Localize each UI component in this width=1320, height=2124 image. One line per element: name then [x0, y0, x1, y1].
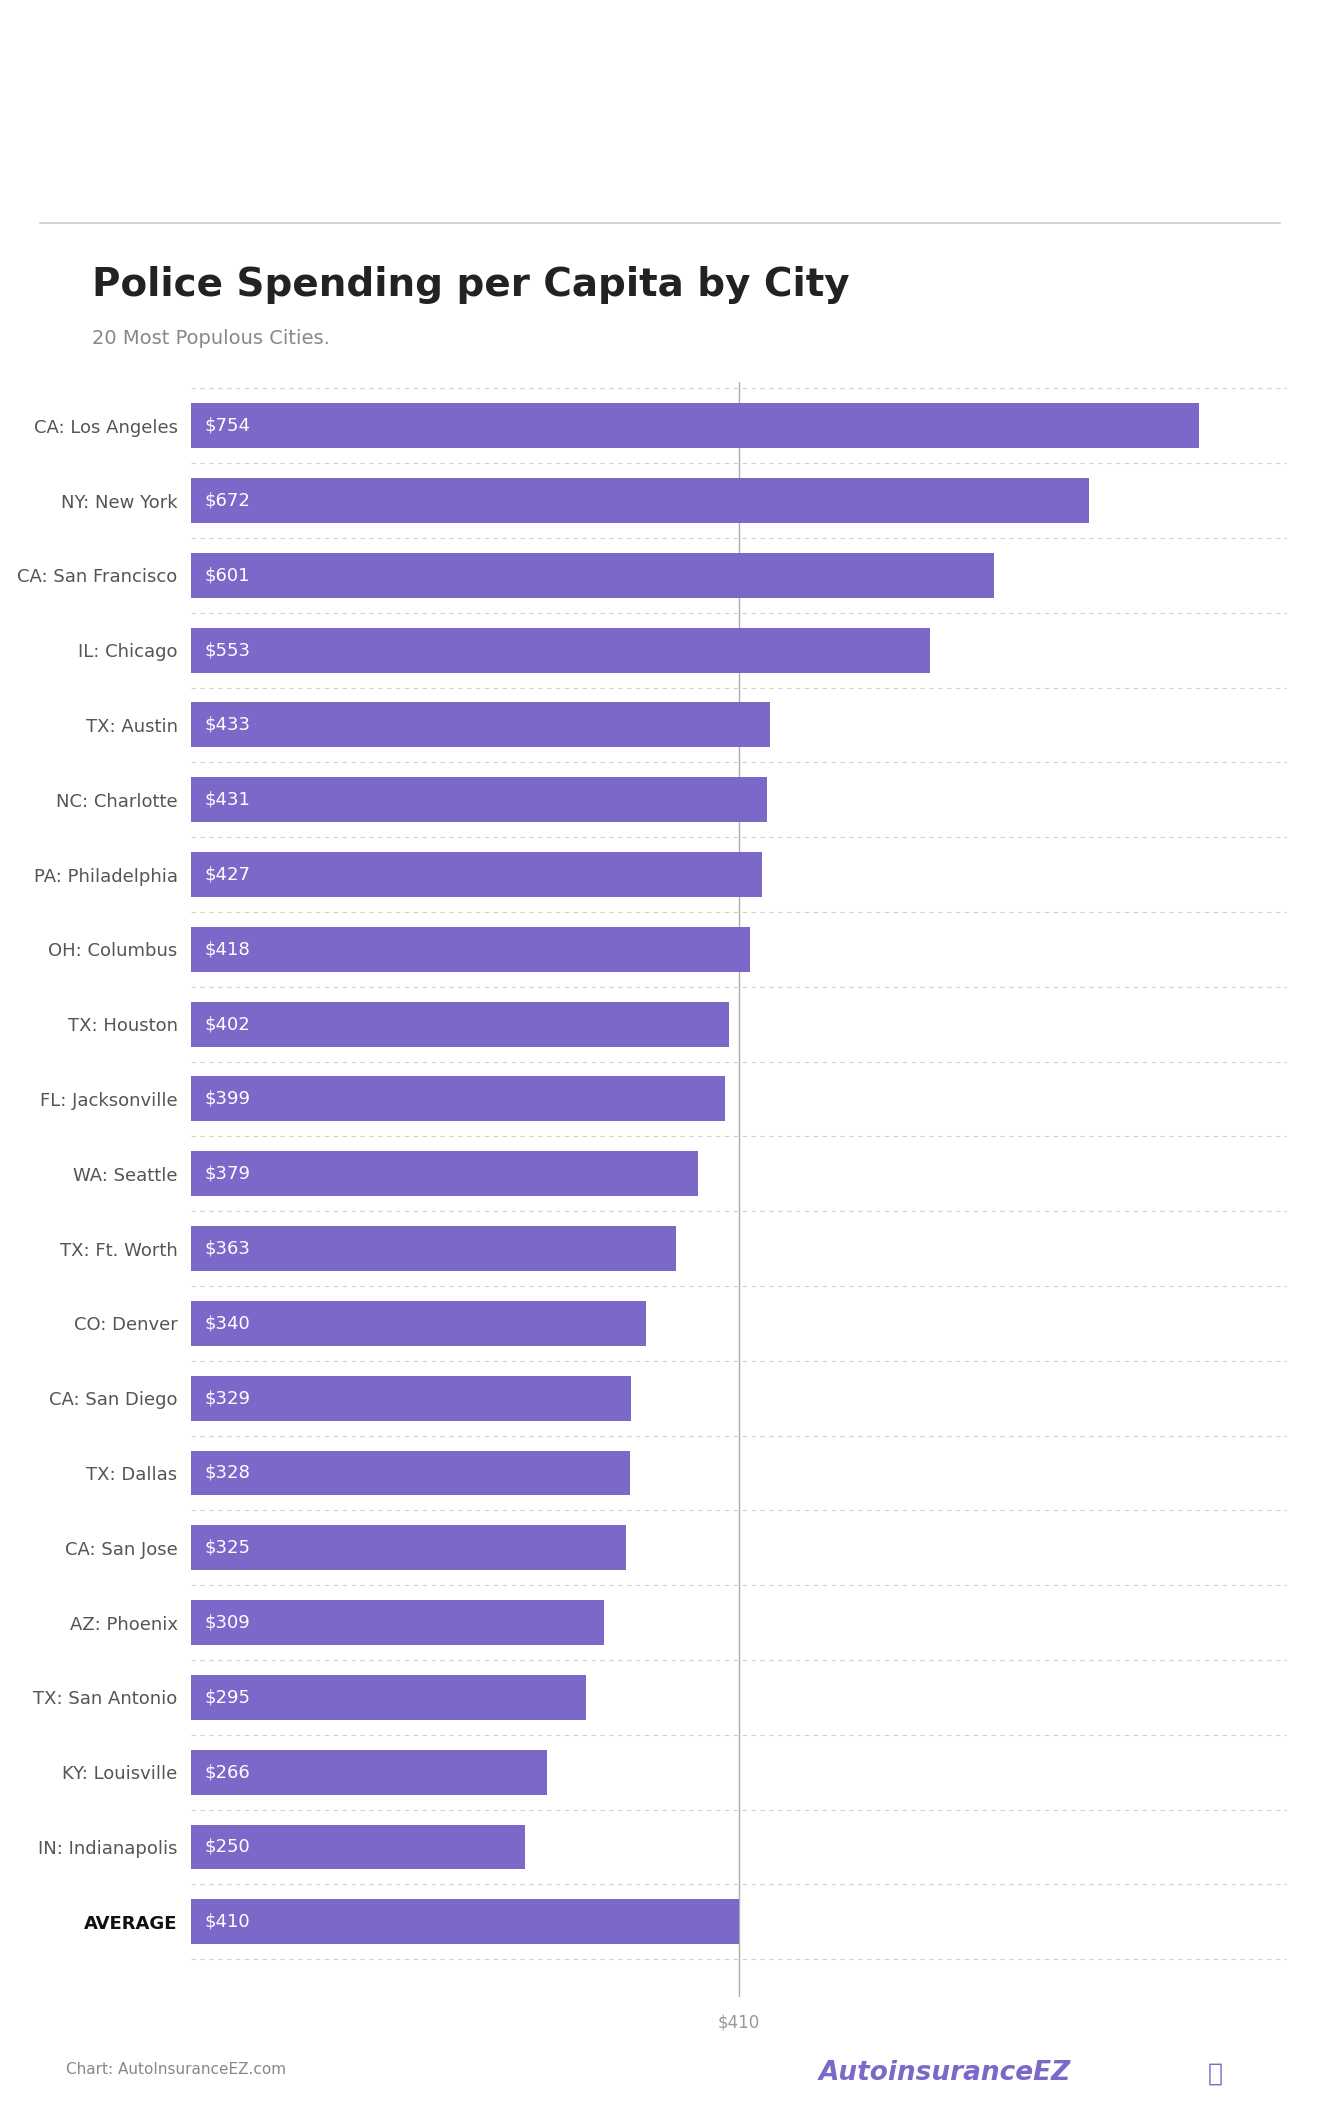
Bar: [191, 1003, 729, 1047]
Text: $266: $266: [205, 1763, 251, 1782]
Text: $402: $402: [205, 1015, 251, 1032]
Bar: [191, 1151, 698, 1196]
Text: $399: $399: [205, 1090, 251, 1109]
Text: $427: $427: [205, 864, 251, 884]
Text: $309: $309: [205, 1614, 251, 1631]
Text: Police Spending per Capita by City: Police Spending per Capita by City: [92, 266, 850, 304]
Text: 20 Most Populous Cities.: 20 Most Populous Cities.: [92, 329, 330, 348]
Bar: [191, 926, 750, 973]
Bar: [191, 1750, 546, 1795]
Text: $329: $329: [205, 1389, 251, 1406]
Bar: [191, 703, 770, 748]
Text: 🚗: 🚗: [1208, 2062, 1222, 2086]
Text: $754: $754: [205, 416, 251, 435]
Text: $433: $433: [205, 716, 251, 735]
Bar: [191, 1300, 645, 1347]
Bar: [191, 777, 767, 822]
Bar: [191, 552, 994, 597]
Bar: [191, 1599, 605, 1644]
Text: $410: $410: [205, 1914, 251, 1931]
Text: $431: $431: [205, 790, 251, 809]
Text: AutoinsuranceEZ: AutoinsuranceEZ: [818, 2060, 1071, 2086]
Bar: [191, 404, 1199, 448]
Bar: [191, 1226, 676, 1270]
Bar: [191, 1451, 630, 1495]
Text: $410: $410: [718, 2014, 760, 2033]
Text: $325: $325: [205, 1538, 251, 1557]
Text: $379: $379: [205, 1164, 251, 1183]
Text: $601: $601: [205, 567, 251, 584]
Text: $250: $250: [205, 1837, 251, 1856]
Bar: [191, 1825, 525, 1869]
Bar: [191, 852, 762, 896]
Bar: [191, 1376, 631, 1421]
Bar: [191, 1899, 739, 1943]
Bar: [191, 629, 931, 673]
Text: Chart: AutoInsuranceEZ.com: Chart: AutoInsuranceEZ.com: [66, 2062, 286, 2077]
Text: $672: $672: [205, 491, 251, 510]
Bar: [191, 1525, 626, 1570]
Text: $295: $295: [205, 1689, 251, 1706]
Text: $340: $340: [205, 1315, 251, 1332]
Text: $328: $328: [205, 1463, 251, 1483]
Text: $418: $418: [205, 941, 251, 958]
Text: $553: $553: [205, 641, 251, 658]
Bar: [191, 1676, 586, 1720]
Text: $363: $363: [205, 1240, 251, 1257]
Bar: [191, 478, 1089, 523]
Bar: [191, 1077, 725, 1121]
